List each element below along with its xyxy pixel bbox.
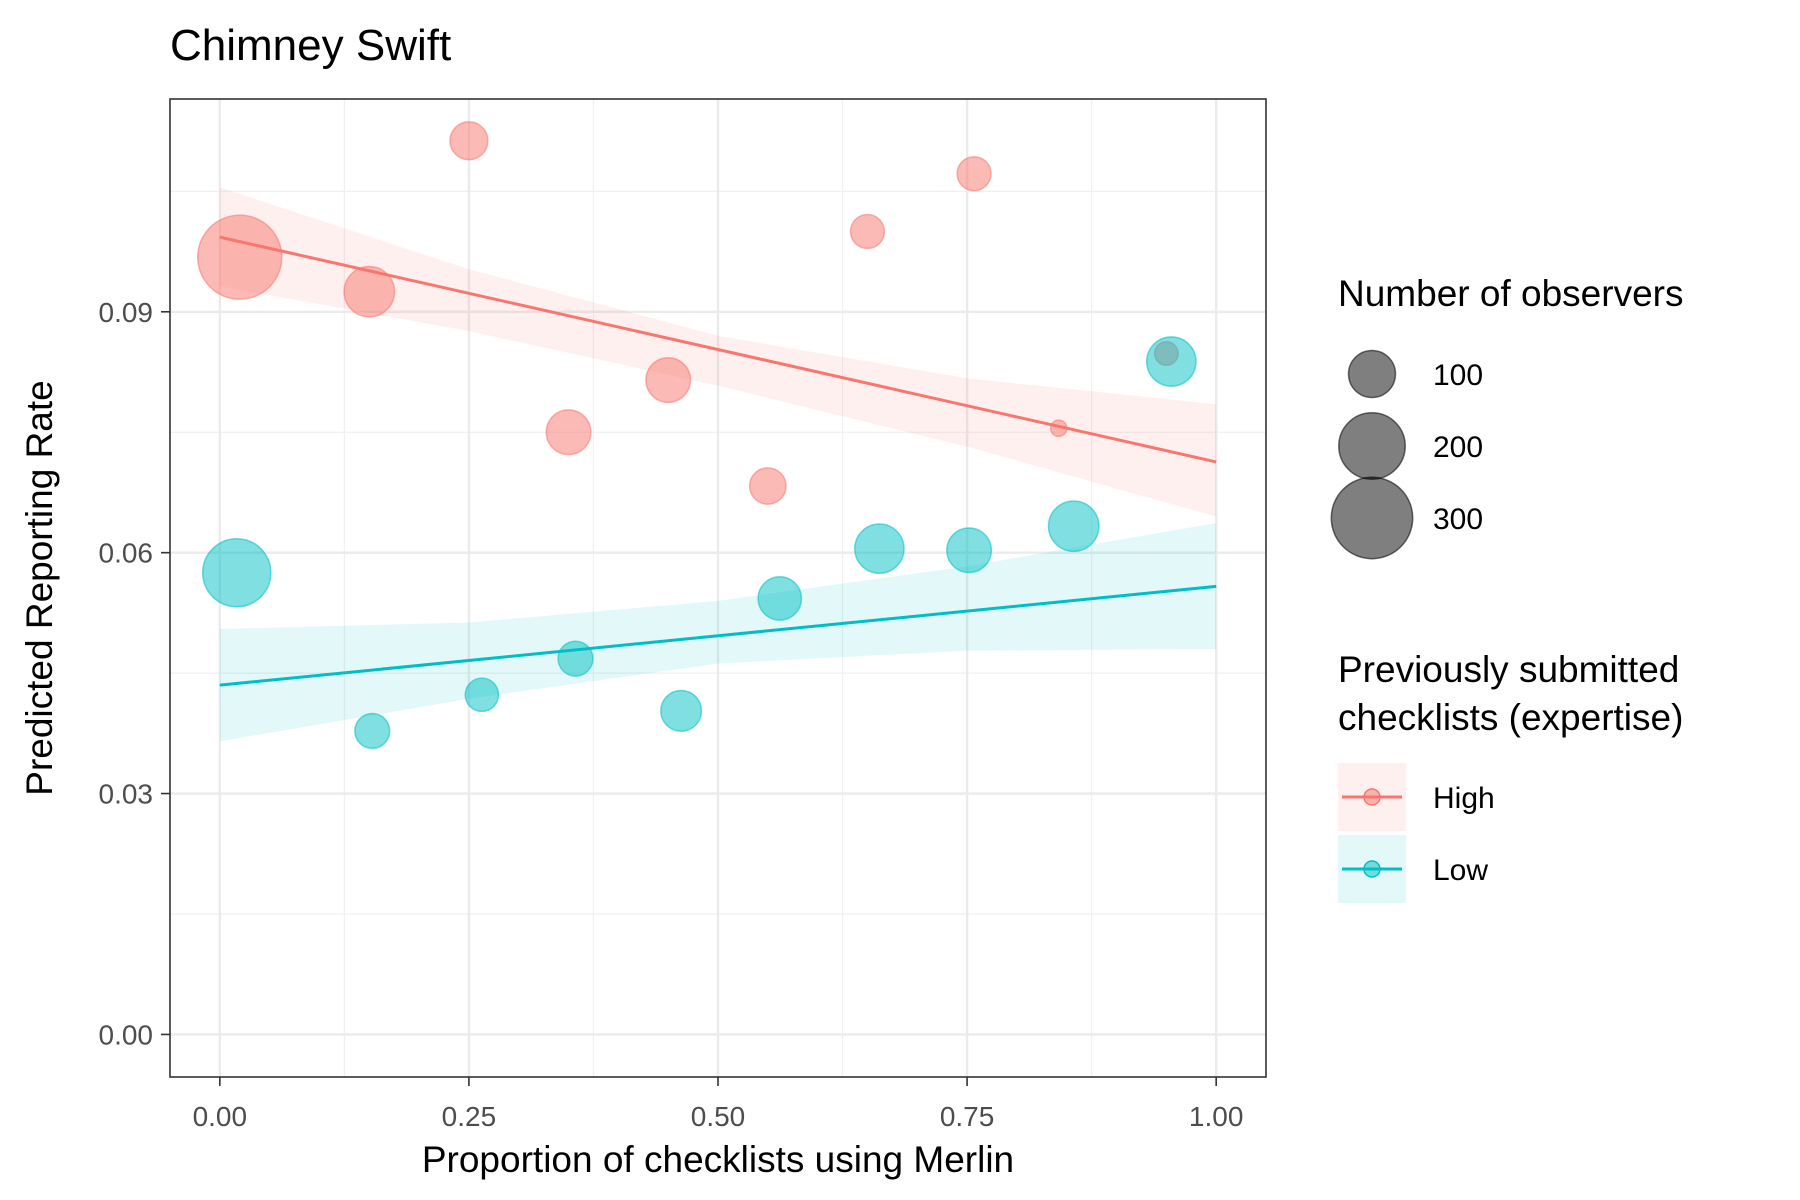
color-legend-key-point-high [1363, 788, 1381, 806]
y-tick-label: 0.09 [99, 297, 154, 328]
confidence-band-high [219, 187, 1217, 517]
data-point-low [464, 677, 500, 713]
data-point-low [660, 689, 703, 732]
y-tick-label: 0.03 [99, 779, 154, 810]
x-axis: 0.00 0.25 0.50 0.75 1.00 [193, 1077, 1244, 1132]
data-point-low [946, 527, 993, 574]
y-axis-title: Predicted Reporting Rate [19, 380, 60, 795]
x-tick-label: 0.50 [691, 1101, 746, 1132]
data-point-low [1047, 500, 1100, 553]
x-axis-title: Proportion of checklists using Merlin [422, 1139, 1014, 1180]
y-tick-label: 0.06 [99, 538, 154, 569]
x-tick-label: 0.00 [193, 1101, 248, 1132]
data-point-high [849, 213, 886, 250]
data-point-low [1145, 336, 1197, 387]
size-legend-key [1338, 412, 1406, 480]
chart-title: Chimney Swift [170, 21, 451, 70]
data-point-low [557, 640, 594, 677]
color-legend-title-line-1: Previously submitted [1338, 649, 1679, 690]
data-point-high [956, 155, 992, 192]
x-tick-label: 1.00 [1189, 1101, 1244, 1132]
data-point-low [757, 576, 803, 621]
data-point-high [196, 214, 283, 300]
x-tick-label: 0.75 [940, 1101, 995, 1132]
data-point-low [201, 537, 272, 608]
fit-line-low [219, 584, 1217, 687]
data-point-low [354, 712, 391, 750]
data-point-high [545, 409, 592, 456]
data-point-high [748, 467, 787, 505]
color-legend-key-point-low [1363, 860, 1381, 878]
size-legend-title: Number of observers [1338, 273, 1683, 314]
color-legend: Previously submitted checklists (experti… [1338, 649, 1683, 903]
size-legend-label: 200 [1433, 431, 1483, 464]
data-point-high [645, 356, 692, 404]
y-axis: 0.00 0.03 0.06 0.09 [99, 297, 170, 1050]
size-legend-label: 300 [1433, 503, 1483, 536]
x-tick-label: 0.25 [442, 1101, 497, 1132]
data-point-high [1049, 419, 1068, 438]
size-legend-label: 100 [1433, 359, 1483, 392]
data-point-high [343, 265, 396, 318]
color-legend-label-low: Low [1433, 854, 1488, 887]
color-legend-label-high: High [1433, 782, 1495, 815]
data-point-high [449, 121, 489, 161]
data-points [196, 121, 1197, 750]
data-point-low [854, 523, 905, 575]
size-legend-key [1347, 349, 1397, 399]
color-legend-title-line-2: checklists (expertise) [1338, 697, 1683, 738]
y-tick-label: 0.00 [99, 1019, 154, 1050]
size-legend: Number of observers 100 200 300 [1330, 273, 1683, 560]
size-legend-key [1330, 476, 1414, 560]
